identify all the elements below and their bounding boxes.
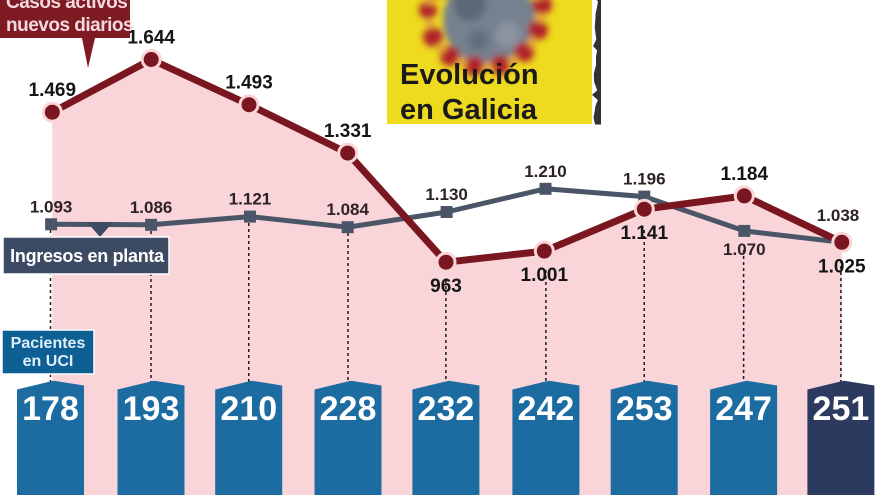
svg-text:1.331: 1.331 bbox=[324, 121, 372, 142]
svg-text:963: 963 bbox=[430, 276, 462, 297]
svg-text:1.493: 1.493 bbox=[225, 73, 273, 94]
svg-text:1.084: 1.084 bbox=[326, 200, 369, 219]
svg-text:247: 247 bbox=[715, 390, 772, 428]
svg-text:253: 253 bbox=[616, 390, 673, 428]
svg-text:Casos activos: Casos activos bbox=[6, 0, 127, 13]
svg-text:232: 232 bbox=[418, 390, 475, 428]
svg-text:1.196: 1.196 bbox=[623, 170, 666, 189]
svg-text:1.210: 1.210 bbox=[524, 162, 567, 181]
svg-text:1.184: 1.184 bbox=[721, 164, 769, 185]
svg-text:1.130: 1.130 bbox=[425, 185, 468, 204]
svg-text:Ingresos en planta: Ingresos en planta bbox=[10, 246, 165, 266]
svg-text:nuevos diarios: nuevos diarios bbox=[6, 15, 133, 36]
svg-text:193: 193 bbox=[123, 390, 180, 428]
svg-text:Evolución: Evolución bbox=[400, 59, 539, 91]
svg-text:Pacientes: Pacientes bbox=[11, 335, 86, 352]
svg-text:en Galicia: en Galicia bbox=[400, 94, 538, 126]
svg-text:en UCI: en UCI bbox=[23, 353, 74, 370]
svg-text:1.038: 1.038 bbox=[817, 206, 860, 225]
svg-text:1.086: 1.086 bbox=[130, 198, 173, 217]
svg-text:178: 178 bbox=[22, 390, 79, 428]
svg-text:1.025: 1.025 bbox=[818, 256, 866, 277]
svg-text:251: 251 bbox=[813, 390, 870, 428]
svg-text:228: 228 bbox=[320, 390, 377, 428]
svg-text:1.121: 1.121 bbox=[229, 190, 272, 209]
svg-text:1.070: 1.070 bbox=[723, 240, 766, 259]
svg-text:242: 242 bbox=[518, 390, 575, 428]
svg-text:1.141: 1.141 bbox=[621, 223, 669, 244]
svg-text:1.093: 1.093 bbox=[30, 197, 73, 216]
svg-text:1.644: 1.644 bbox=[127, 28, 175, 49]
svg-text:1.469: 1.469 bbox=[29, 80, 77, 101]
svg-text:1.001: 1.001 bbox=[521, 265, 569, 286]
svg-text:210: 210 bbox=[220, 390, 277, 428]
